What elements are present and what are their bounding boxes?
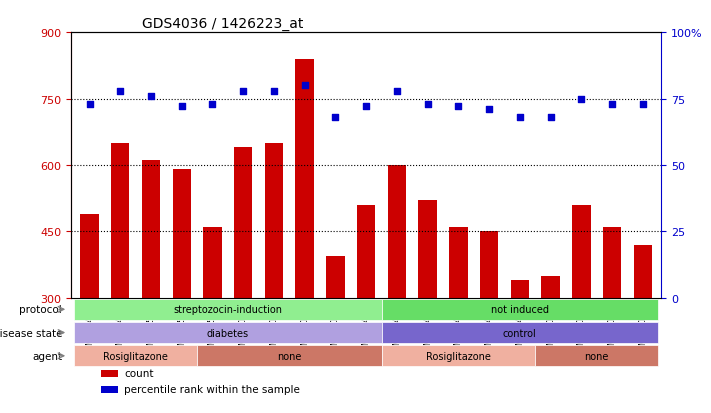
Point [176,104,188,111]
Bar [449,227,468,298]
Text: streptozocin-induction: streptozocin-induction [173,304,282,315]
Text: GDS4036 / 1426223_at: GDS4036 / 1426223_at [142,17,304,31]
FancyBboxPatch shape [197,346,382,366]
Text: agent: agent [32,351,63,361]
Text: protocol: protocol [19,304,63,315]
Bar [111,143,129,298]
Point [422,101,433,108]
Text: percentile rank within the sample: percentile rank within the sample [124,384,300,394]
FancyBboxPatch shape [74,299,382,320]
FancyBboxPatch shape [535,346,658,366]
Bar [296,59,314,298]
Bar [480,232,498,298]
Point [576,96,587,102]
Text: Rosiglitazone: Rosiglitazone [426,351,491,361]
FancyBboxPatch shape [382,322,658,343]
Bar [80,214,99,298]
Bar [572,205,591,298]
Point [114,88,126,95]
Bar [264,143,283,298]
Point [84,101,95,108]
Bar [634,245,652,298]
Bar [418,201,437,298]
Point [545,114,556,121]
Point [360,104,372,111]
Text: not induced: not induced [491,304,549,315]
Text: Rosiglitazone: Rosiglitazone [103,351,168,361]
Point [606,101,618,108]
Bar [387,166,406,298]
Bar [234,148,252,298]
Bar [510,280,529,298]
Text: diabetes: diabetes [207,328,249,338]
Point [391,88,402,95]
FancyBboxPatch shape [382,346,535,366]
Bar [173,170,191,298]
FancyBboxPatch shape [74,322,382,343]
Text: none: none [277,351,301,361]
Bar [203,227,222,298]
Bar [326,256,345,298]
Bar [101,370,118,377]
Point [299,83,311,89]
Point [330,114,341,121]
Text: control: control [503,328,537,338]
Point [637,101,648,108]
Bar [603,227,621,298]
Point [514,114,525,121]
Point [268,88,279,95]
Point [237,88,249,95]
Bar [101,386,118,393]
Text: count: count [124,368,154,378]
Bar [357,205,375,298]
Bar [141,161,160,298]
Text: none: none [584,351,609,361]
Point [453,104,464,111]
Point [145,93,156,100]
Bar [541,276,560,298]
FancyBboxPatch shape [74,346,197,366]
Point [207,101,218,108]
Text: disease state: disease state [0,328,63,338]
FancyBboxPatch shape [382,299,658,320]
Point [483,107,495,113]
